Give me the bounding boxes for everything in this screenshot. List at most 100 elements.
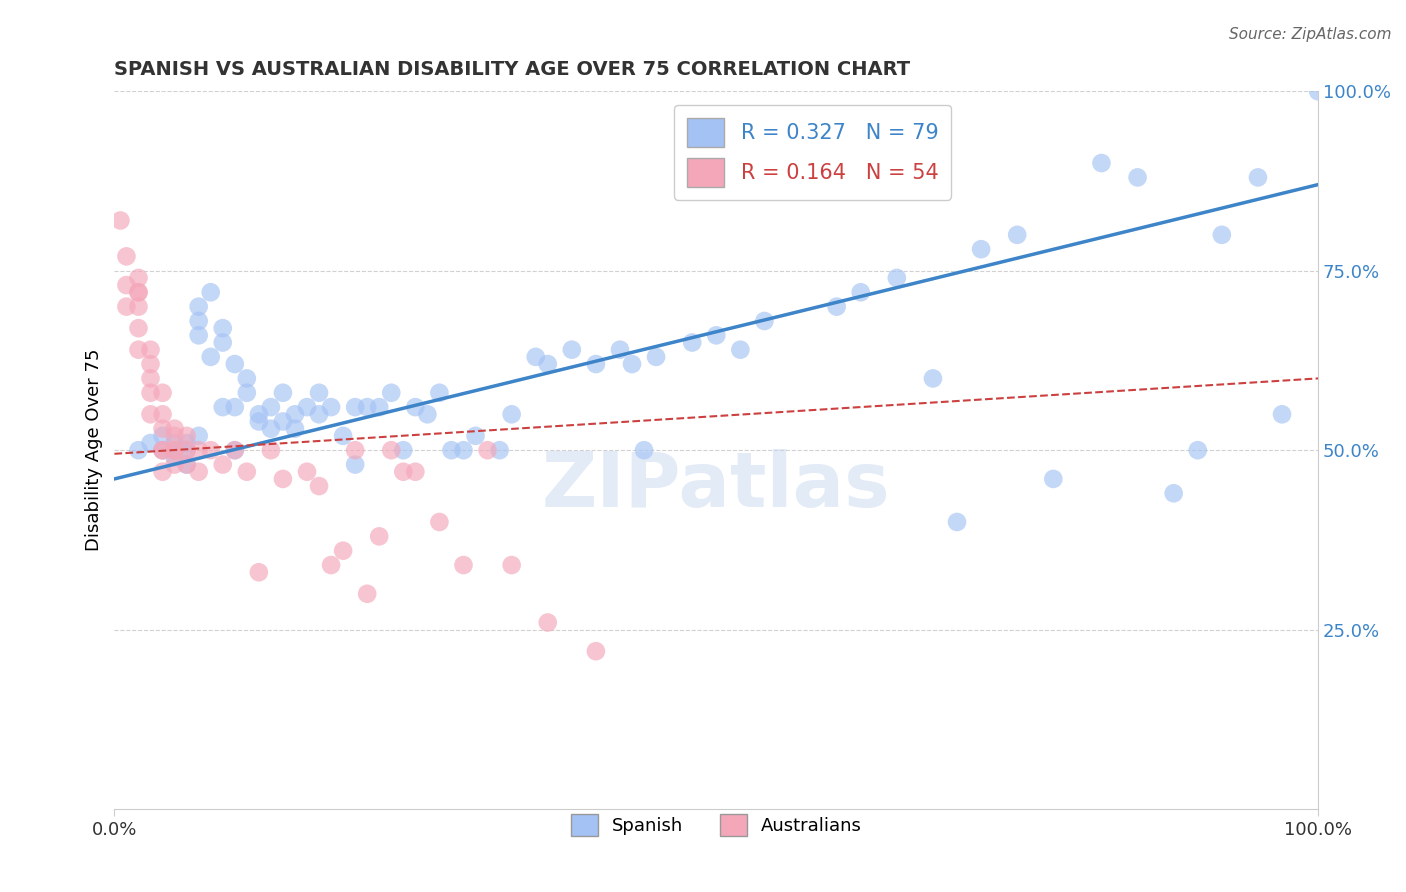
Point [163, 443, 186, 458]
Point [429, 515, 451, 529]
Point [127, 300, 149, 314]
Legend: Spanish, Australians: Spanish, Australians [564, 806, 869, 843]
Point [1163, 486, 1185, 500]
Point [187, 300, 209, 314]
Text: SPANISH VS AUSTRALIAN DISABILITY AGE OVER 75 CORRELATION CHART: SPANISH VS AUSTRALIAN DISABILITY AGE OVE… [114, 60, 911, 78]
Point [488, 443, 510, 458]
Point [176, 443, 198, 458]
Point [236, 371, 259, 385]
Point [224, 357, 246, 371]
Point [537, 615, 560, 630]
Point [127, 343, 149, 357]
Point [284, 422, 307, 436]
Point [139, 407, 162, 421]
Point [368, 529, 391, 543]
Point [308, 407, 330, 421]
Point [585, 357, 607, 371]
Point [152, 385, 174, 400]
Point [392, 443, 415, 458]
Point [477, 443, 499, 458]
Point [152, 443, 174, 458]
Point [416, 407, 439, 421]
Point [127, 271, 149, 285]
Point [127, 443, 149, 458]
Point [211, 458, 233, 472]
Point [115, 300, 138, 314]
Point [152, 465, 174, 479]
Point [224, 443, 246, 458]
Point [284, 407, 307, 421]
Point [139, 436, 162, 450]
Point [163, 450, 186, 465]
Point [260, 443, 283, 458]
Point [260, 400, 283, 414]
Point [236, 465, 259, 479]
Point [440, 443, 463, 458]
Point [429, 385, 451, 400]
Point [152, 429, 174, 443]
Point [1247, 170, 1270, 185]
Point [187, 328, 209, 343]
Point [163, 458, 186, 472]
Point [537, 357, 560, 371]
Point [152, 407, 174, 421]
Point [754, 314, 776, 328]
Y-axis label: Disability Age Over 75: Disability Age Over 75 [86, 349, 103, 551]
Point [247, 407, 270, 421]
Point [561, 343, 583, 357]
Point [970, 242, 993, 256]
Point [152, 443, 174, 458]
Point [609, 343, 631, 357]
Point [356, 587, 378, 601]
Point [295, 400, 318, 414]
Point [404, 465, 426, 479]
Point [392, 465, 415, 479]
Point [176, 458, 198, 472]
Point [730, 343, 752, 357]
Point [211, 335, 233, 350]
Point [849, 285, 872, 300]
Point [1187, 443, 1209, 458]
Point [344, 443, 367, 458]
Point [139, 385, 162, 400]
Point [176, 429, 198, 443]
Point [247, 415, 270, 429]
Point [319, 400, 342, 414]
Point [163, 443, 186, 458]
Point [356, 400, 378, 414]
Point [1211, 227, 1233, 242]
Point [271, 472, 294, 486]
Point [332, 543, 354, 558]
Point [176, 443, 198, 458]
Point [271, 385, 294, 400]
Text: ZIPatlas: ZIPatlas [541, 449, 890, 523]
Point [380, 443, 402, 458]
Point [163, 422, 186, 436]
Point [295, 465, 318, 479]
Point [308, 385, 330, 400]
Point [1090, 156, 1112, 170]
Point [501, 407, 523, 421]
Point [271, 415, 294, 429]
Point [163, 429, 186, 443]
Point [922, 371, 945, 385]
Point [152, 422, 174, 436]
Point [163, 436, 186, 450]
Point [319, 558, 342, 572]
Point [187, 443, 209, 458]
Point [585, 644, 607, 658]
Point [152, 443, 174, 458]
Point [127, 321, 149, 335]
Point [501, 558, 523, 572]
Point [187, 429, 209, 443]
Point [645, 350, 668, 364]
Point [332, 429, 354, 443]
Point [946, 515, 969, 529]
Point [176, 458, 198, 472]
Point [1271, 407, 1294, 421]
Point [681, 335, 703, 350]
Point [115, 278, 138, 293]
Point [380, 385, 402, 400]
Point [260, 422, 283, 436]
Point [115, 249, 138, 263]
